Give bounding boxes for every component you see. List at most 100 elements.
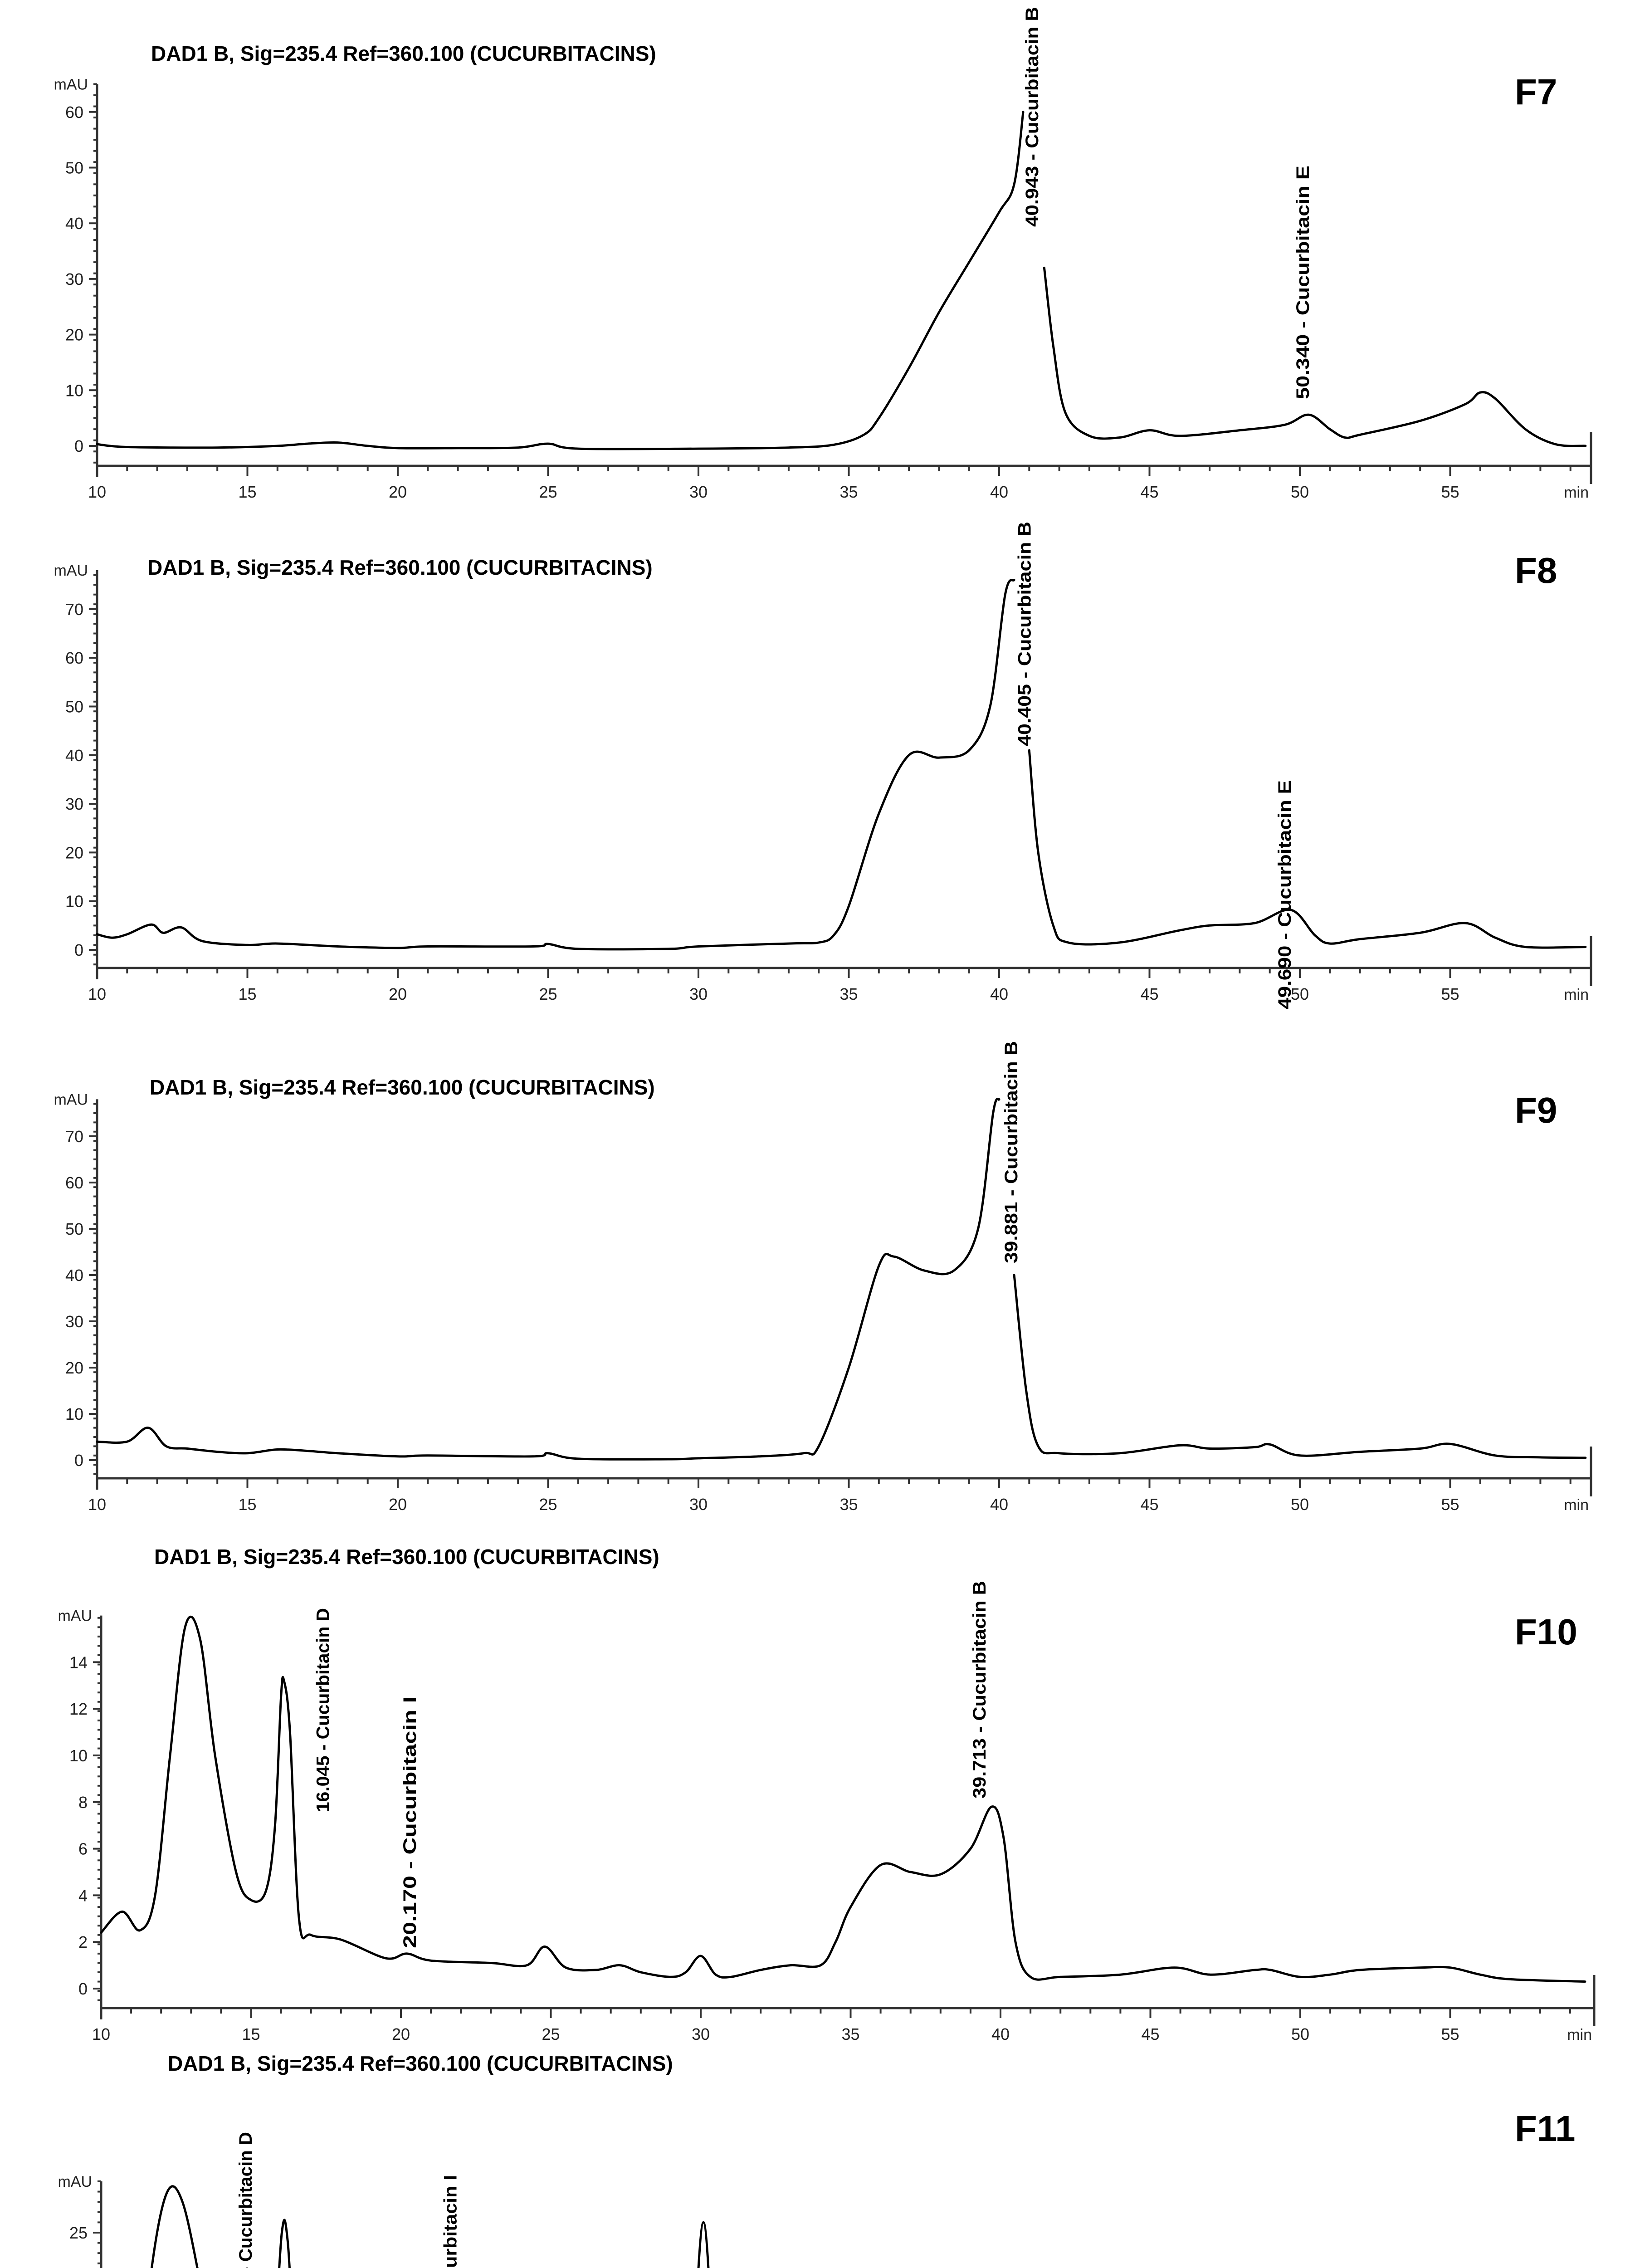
y-tick-label: 40 xyxy=(65,1266,83,1285)
y-tick-label: 4 xyxy=(78,1886,88,1905)
chromatogram-trace xyxy=(1013,1274,1587,1459)
x-tick-label: 25 xyxy=(539,985,557,1003)
x-tick-label: 10 xyxy=(88,1495,106,1514)
panel-label: F11 xyxy=(1515,2108,1575,2149)
x-unit-label: min xyxy=(1567,2026,1592,2043)
x-tick-label: 35 xyxy=(839,483,858,501)
y-tick-label: 40 xyxy=(65,746,83,765)
y-tick-label: 60 xyxy=(65,1173,83,1192)
y-unit-label: mAU xyxy=(58,1608,92,1625)
y-tick-label: 14 xyxy=(69,1653,88,1672)
peak-annotation: 39.881 - Cucurbitacin B xyxy=(1001,1041,1021,1263)
x-tick-label: 20 xyxy=(392,2025,410,2043)
y-tick-label: 20 xyxy=(65,326,83,344)
y-tick-label: 20 xyxy=(65,843,83,862)
x-tick-label: 20 xyxy=(389,1495,407,1514)
y-unit-label: mAU xyxy=(58,2173,92,2190)
y-tick-label: 0 xyxy=(74,437,83,455)
y-tick-label: 60 xyxy=(65,649,83,667)
x-tick-label: 35 xyxy=(841,2025,859,2043)
y-tick-label: 0 xyxy=(78,1980,88,1998)
x-tick-label: 30 xyxy=(689,483,708,501)
panel-label: F8 xyxy=(1515,550,1557,591)
x-tick-label: 10 xyxy=(88,483,106,501)
chromatogram-trace xyxy=(96,1098,1001,1461)
signal-title: DAD1 B, Sig=235.4 Ref=360.100 (CUCURBITA… xyxy=(168,2052,673,2075)
x-tick-label: 50 xyxy=(1291,1495,1309,1514)
peak-annotation: 20.170 - Cucurbitacin I xyxy=(400,1696,420,1948)
x-tick-label: 15 xyxy=(238,483,256,501)
chromatogram-panel-f7: DAD1 B, Sig=235.4 Ref=360.100 (CUCURBITA… xyxy=(54,7,1592,501)
x-tick-label: 40 xyxy=(990,1495,1008,1514)
x-tick-label: 10 xyxy=(92,2025,110,2043)
x-tick-label: 55 xyxy=(1441,483,1459,501)
y-tick-label: 30 xyxy=(65,795,83,813)
x-tick-label: 15 xyxy=(238,1495,256,1514)
peak-annotation: 16.045 - Cucurbitacin D xyxy=(313,1608,333,1812)
y-tick-label: 10 xyxy=(65,892,83,911)
peak-annotation: 50.340 - Cucurbitacin E xyxy=(1293,166,1313,399)
peak-annotation: 40.943 - Cucurbitacin B xyxy=(1022,7,1042,227)
signal-title: DAD1 B, Sig=235.4 Ref=360.100 (CUCURBITA… xyxy=(150,1075,655,1099)
y-tick-label: 30 xyxy=(65,1312,83,1331)
y-tick-label: 12 xyxy=(69,1700,88,1718)
x-tick-label: 45 xyxy=(1140,483,1158,501)
y-tick-label: 6 xyxy=(78,1840,88,1858)
signal-title: DAD1 B, Sig=235.4 Ref=360.100 (CUCURBITA… xyxy=(154,1545,659,1569)
y-tick-label: 30 xyxy=(65,270,83,288)
x-tick-label: 30 xyxy=(689,985,708,1003)
peak-annotation: 49.690 - Cucurbitacin E xyxy=(1275,780,1295,1009)
x-unit-label: min xyxy=(1564,1496,1589,1514)
y-tick-label: 40 xyxy=(65,214,83,233)
x-tick-label: 15 xyxy=(238,985,256,1003)
x-tick-label: 25 xyxy=(542,2025,560,2043)
y-tick-label: 25 xyxy=(69,2224,88,2242)
y-tick-label: 60 xyxy=(65,103,83,122)
peak-annotation: 39.713 - Cucurbitacin B xyxy=(970,1581,990,1799)
y-unit-label: mAU xyxy=(54,562,88,579)
signal-title: DAD1 B, Sig=235.4 Ref=360.100 (CUCURBITA… xyxy=(151,42,656,65)
y-tick-label: 50 xyxy=(65,1220,83,1238)
chromatogram-trace xyxy=(96,111,1025,450)
panel-label: F9 xyxy=(1515,1090,1557,1130)
peak-annotation: 40.405 - Cucurbitacin B xyxy=(1015,522,1035,746)
y-tick-label: 70 xyxy=(65,1127,83,1146)
x-tick-label: 35 xyxy=(839,985,858,1003)
signal-title: DAD1 B, Sig=235.4 Ref=360.100 (CUCURBITA… xyxy=(147,556,653,579)
x-tick-label: 45 xyxy=(1140,1495,1158,1514)
panel-label: F10 xyxy=(1515,1612,1577,1652)
x-tick-label: 50 xyxy=(1291,985,1309,1003)
chromatogram-panel-f10: DAD1 B, Sig=235.4 Ref=360.100 (CUCURBITA… xyxy=(58,1545,1596,2043)
chromatogram-panel-f11: DAD1 B, Sig=235.4 Ref=360.100 (CUCURBITA… xyxy=(58,2052,1575,2268)
y-tick-label: 0 xyxy=(74,941,83,959)
y-tick-label: 0 xyxy=(74,1451,83,1470)
x-tick-label: 25 xyxy=(539,483,557,501)
chromatogram-trace xyxy=(1028,749,1587,949)
panel-label: F7 xyxy=(1515,72,1557,112)
x-tick-label: 55 xyxy=(1441,1495,1459,1514)
x-tick-label: 40 xyxy=(990,483,1008,501)
y-tick-label: 10 xyxy=(69,1746,88,1765)
y-tick-label: 8 xyxy=(78,1793,88,1812)
x-unit-label: min xyxy=(1564,986,1589,1003)
x-tick-label: 45 xyxy=(1141,2025,1159,2043)
y-tick-label: 50 xyxy=(65,698,83,716)
x-tick-label: 25 xyxy=(539,1495,557,1514)
x-tick-label: 20 xyxy=(389,483,407,501)
y-tick-label: 10 xyxy=(65,381,83,400)
x-tick-label: 55 xyxy=(1441,985,1459,1003)
x-tick-label: 45 xyxy=(1140,985,1158,1003)
x-tick-label: 35 xyxy=(839,1495,858,1514)
y-tick-label: 10 xyxy=(65,1405,83,1423)
y-unit-label: mAU xyxy=(54,76,88,93)
y-tick-label: 50 xyxy=(65,159,83,177)
x-tick-label: 40 xyxy=(990,985,1008,1003)
x-tick-label: 40 xyxy=(991,2025,1010,2043)
x-unit-label: min xyxy=(1564,484,1589,501)
x-tick-label: 55 xyxy=(1441,2025,1459,2043)
x-tick-label: 30 xyxy=(692,2025,710,2043)
x-tick-label: 50 xyxy=(1291,483,1309,501)
chromatogram-panel-f9: DAD1 B, Sig=235.4 Ref=360.100 (CUCURBITA… xyxy=(54,1041,1592,1514)
